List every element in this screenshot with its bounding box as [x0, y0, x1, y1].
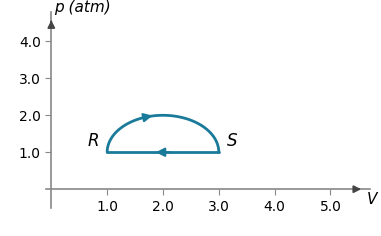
Text: R: R [87, 132, 99, 150]
Text: p (atm): p (atm) [54, 0, 111, 16]
Text: V (L): V (L) [367, 191, 381, 206]
Text: S: S [227, 132, 238, 150]
